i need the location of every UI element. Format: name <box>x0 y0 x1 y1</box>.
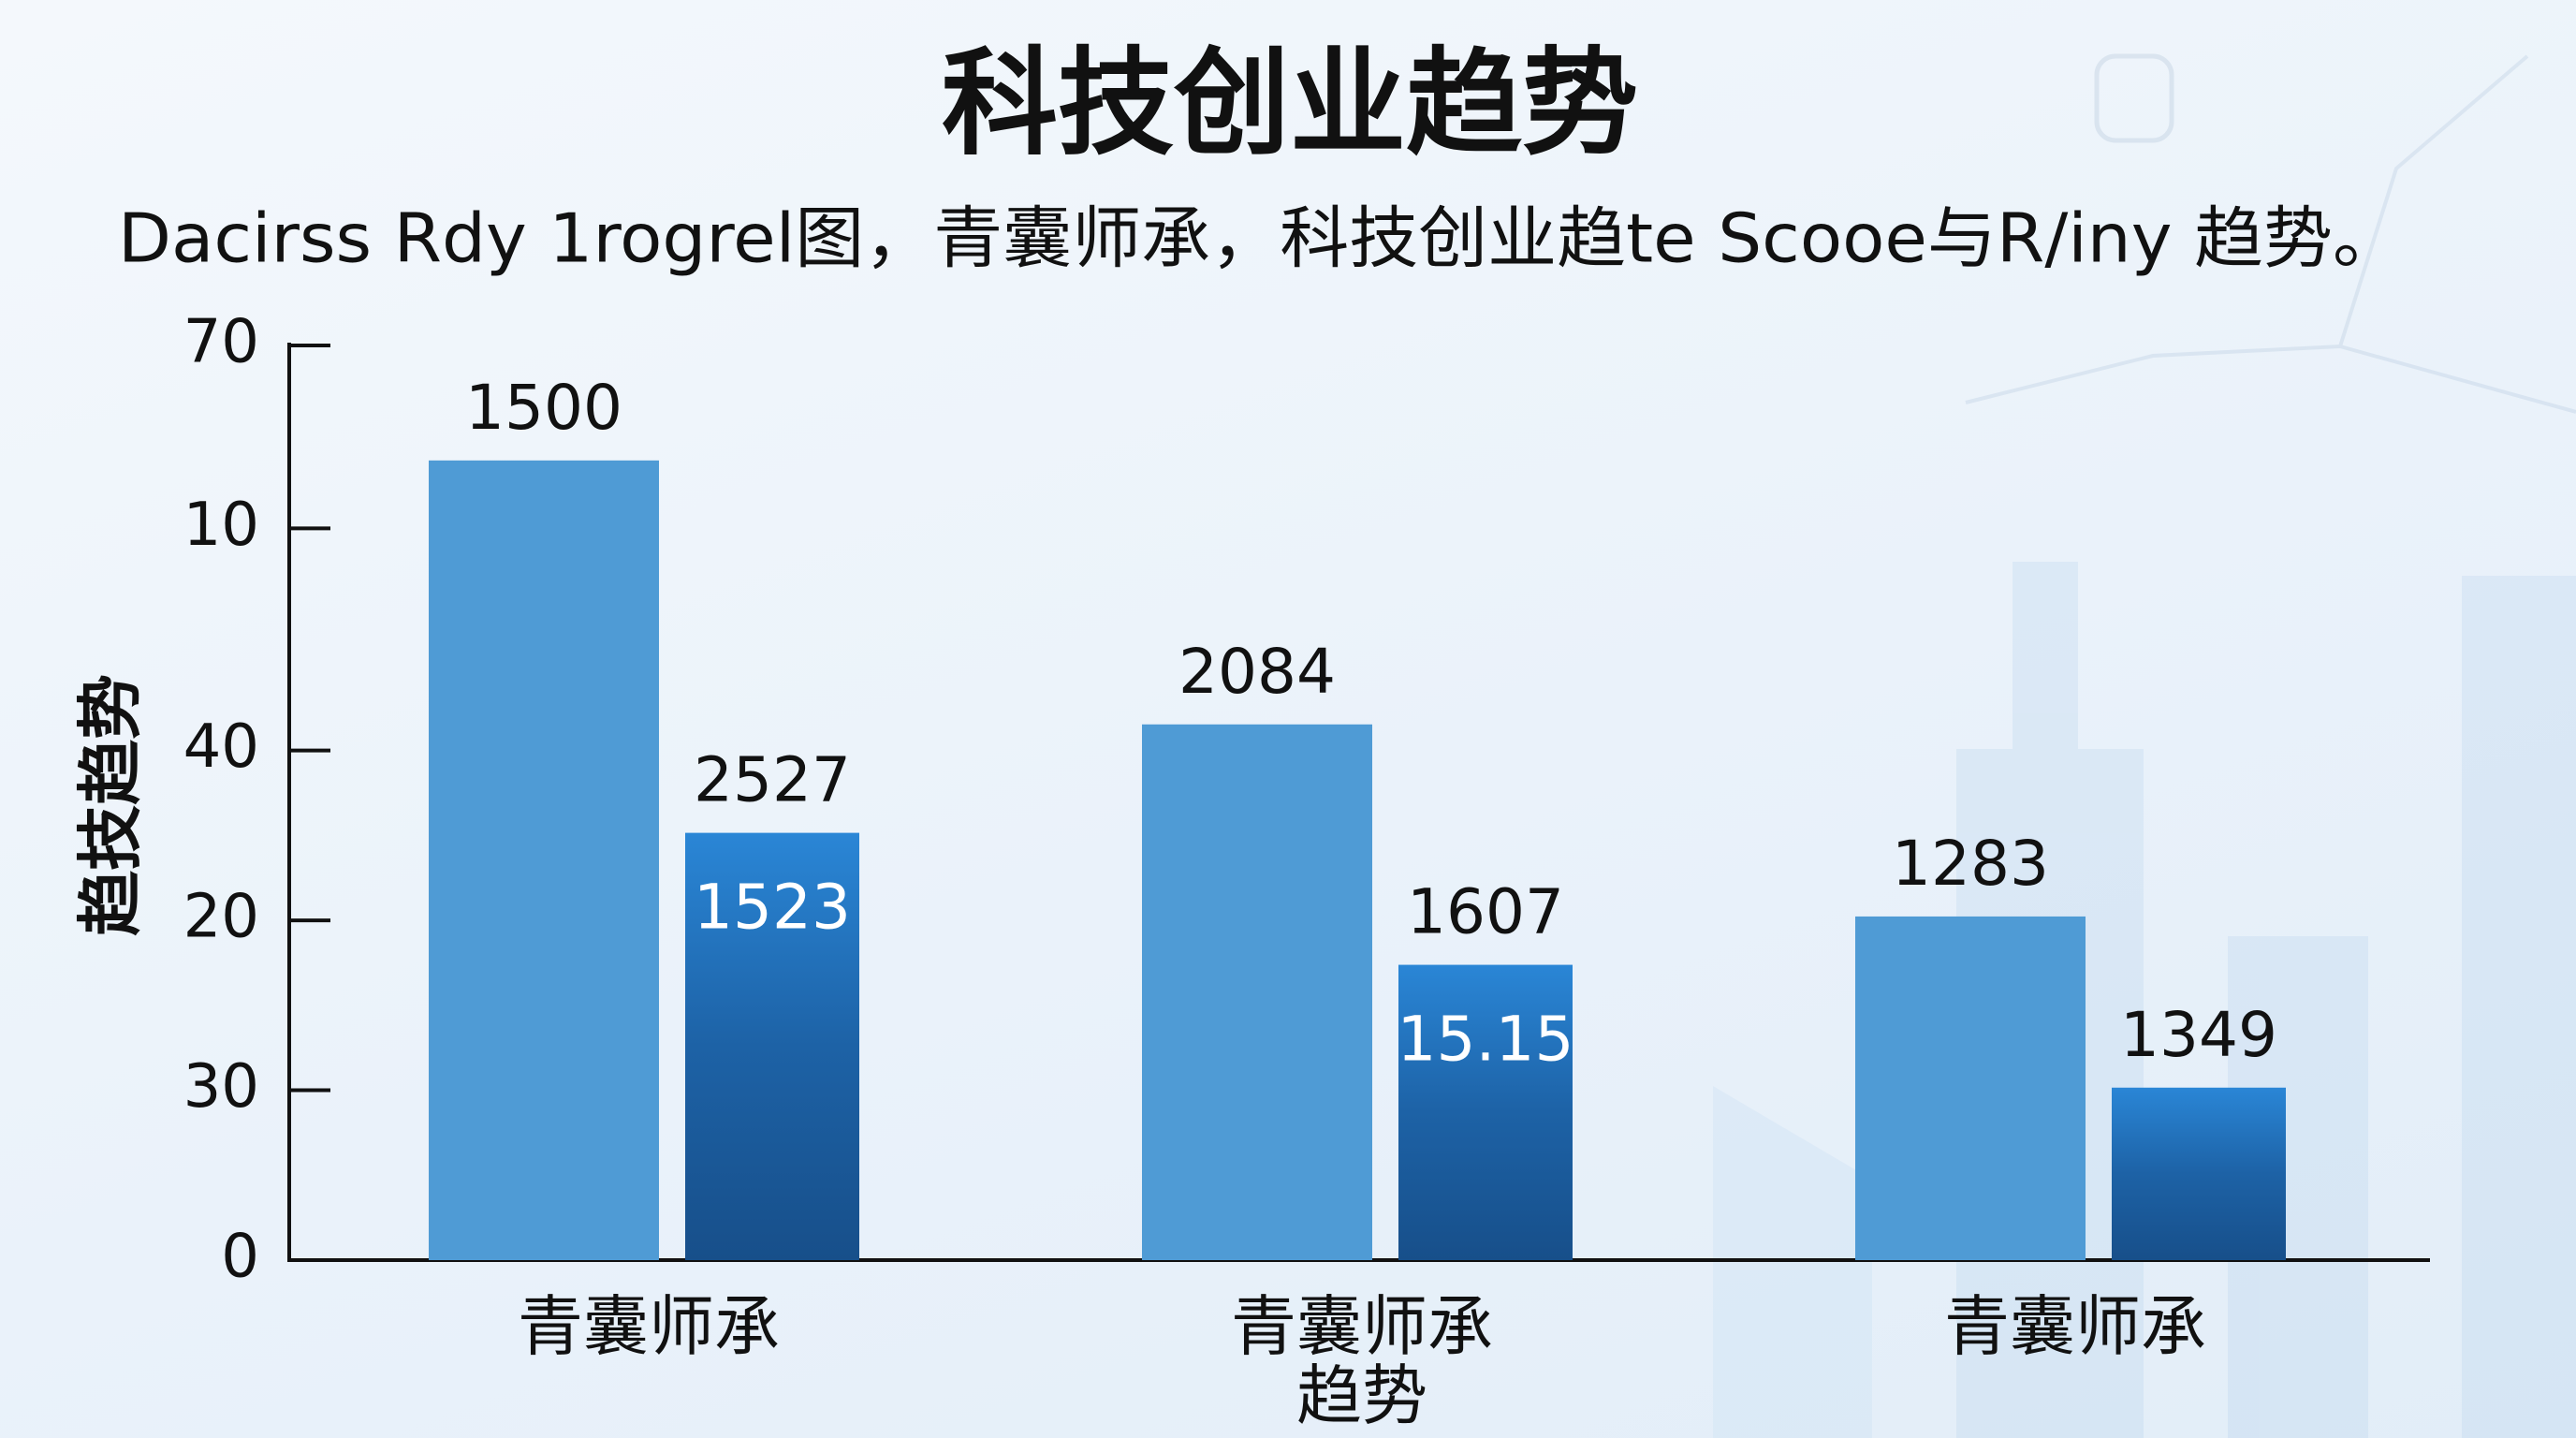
value-label: 2527 <box>694 744 851 816</box>
chart-title: 科技创业趋势 <box>942 37 1638 171</box>
value-label: 1500 <box>465 372 622 444</box>
value-label: 1283 <box>1892 828 2049 900</box>
bar <box>1142 724 1372 1260</box>
y-tick-label: 40 <box>183 712 259 782</box>
bar <box>2112 1087 2286 1260</box>
y-tick-label: 30 <box>183 1052 259 1122</box>
value-label: 1607 <box>1407 876 1564 948</box>
value-label: 2084 <box>1178 636 1336 708</box>
bar <box>429 460 659 1260</box>
y-tick-label: 20 <box>183 883 259 952</box>
y-tick-label: 70 <box>183 308 259 377</box>
value-label: 1349 <box>2120 999 2277 1071</box>
x-tick-label: 青囊师承 <box>518 1288 780 1365</box>
bar <box>1398 964 1573 1260</box>
y-tick-label: 10 <box>183 491 259 560</box>
y-axis-label: 趋技趋势 <box>72 674 149 936</box>
x-tick-label: 青囊师承 <box>1944 1288 2206 1365</box>
inner-label: 15.15 <box>1398 1004 1574 1076</box>
inner-label: 1523 <box>694 872 851 944</box>
bar <box>1855 916 2086 1260</box>
chart-subtitle: Dacirss Rdy 1rogrel图，青囊师承，科技创业趋te Scooe与… <box>118 199 2402 278</box>
y-tick-label: 0 <box>221 1223 259 1292</box>
background-decoration <box>1713 53 2576 1438</box>
bar <box>685 832 859 1260</box>
x-tick-label: 青囊师承 趋势 <box>1231 1288 1493 1434</box>
